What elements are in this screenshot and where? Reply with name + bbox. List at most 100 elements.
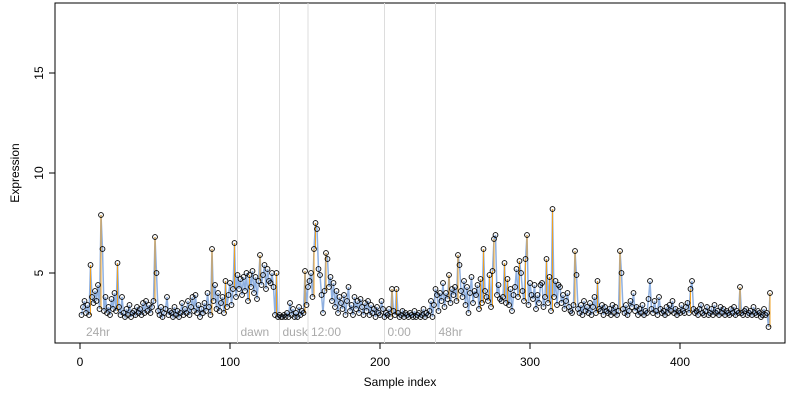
point — [95, 282, 101, 288]
point — [353, 306, 359, 312]
point — [329, 298, 335, 304]
point — [527, 280, 533, 286]
point — [210, 298, 217, 304]
point — [656, 294, 662, 300]
point — [78, 312, 85, 318]
point — [267, 280, 274, 286]
point — [345, 284, 352, 290]
point — [504, 276, 511, 282]
point — [438, 298, 445, 304]
point — [564, 290, 571, 296]
point — [494, 292, 500, 298]
point — [344, 298, 350, 304]
point — [335, 310, 341, 316]
point — [476, 306, 482, 312]
point — [348, 302, 355, 308]
point — [347, 308, 353, 314]
point — [357, 296, 364, 302]
point — [542, 294, 548, 300]
point — [164, 294, 170, 300]
point — [233, 294, 239, 300]
point — [333, 288, 340, 294]
point — [554, 302, 560, 308]
point — [86, 312, 92, 318]
point — [311, 246, 317, 252]
phase-label: 0:00 — [388, 325, 412, 339]
point — [171, 304, 178, 310]
point — [536, 300, 542, 306]
point — [731, 304, 737, 310]
point — [546, 274, 553, 280]
point — [324, 256, 331, 262]
point — [743, 306, 749, 312]
point — [617, 248, 623, 254]
point — [102, 294, 109, 300]
point — [767, 290, 773, 296]
point — [488, 304, 494, 310]
point — [356, 310, 362, 316]
point — [249, 268, 256, 274]
point — [698, 302, 704, 308]
point — [590, 304, 596, 310]
point — [509, 308, 515, 314]
point — [570, 302, 577, 308]
point — [440, 280, 446, 286]
point — [630, 290, 637, 296]
point — [531, 282, 538, 288]
point — [152, 234, 158, 240]
point — [111, 290, 118, 296]
point — [522, 256, 529, 262]
point — [126, 302, 133, 308]
point — [251, 290, 257, 296]
point — [518, 270, 524, 276]
point — [500, 294, 506, 300]
point — [224, 304, 230, 310]
point — [689, 278, 695, 284]
point — [303, 302, 310, 308]
point — [695, 312, 701, 318]
point — [515, 294, 521, 300]
point — [429, 314, 436, 320]
point — [317, 272, 323, 278]
point — [591, 294, 598, 300]
point — [222, 278, 229, 284]
point — [89, 294, 95, 300]
point — [464, 284, 470, 290]
point — [257, 252, 263, 258]
point — [623, 302, 629, 308]
point — [188, 304, 194, 310]
point — [179, 300, 185, 306]
point — [99, 246, 106, 252]
point — [549, 206, 556, 212]
point — [327, 274, 334, 280]
point — [87, 262, 94, 268]
point — [594, 278, 601, 284]
phase-label: 12:00 — [311, 325, 341, 339]
point — [308, 270, 314, 276]
point — [261, 262, 268, 268]
point — [215, 290, 221, 296]
point — [162, 306, 169, 312]
point — [600, 312, 607, 318]
point — [137, 306, 143, 312]
point — [234, 272, 241, 278]
point — [359, 304, 365, 310]
point — [647, 278, 653, 284]
point — [446, 272, 452, 278]
point — [143, 298, 149, 304]
phase-label: dusk — [283, 325, 309, 339]
phase-label: dawn — [241, 325, 270, 339]
point — [192, 292, 199, 298]
x-tick-label: 200 — [370, 355, 390, 369]
point — [273, 270, 280, 276]
x-tick-label: 100 — [220, 355, 240, 369]
point — [761, 306, 767, 312]
plot-frame — [54, 2, 786, 344]
point — [533, 306, 539, 312]
point — [312, 220, 319, 226]
point — [326, 284, 332, 290]
point — [477, 276, 484, 282]
point — [221, 310, 227, 316]
point — [330, 280, 337, 286]
